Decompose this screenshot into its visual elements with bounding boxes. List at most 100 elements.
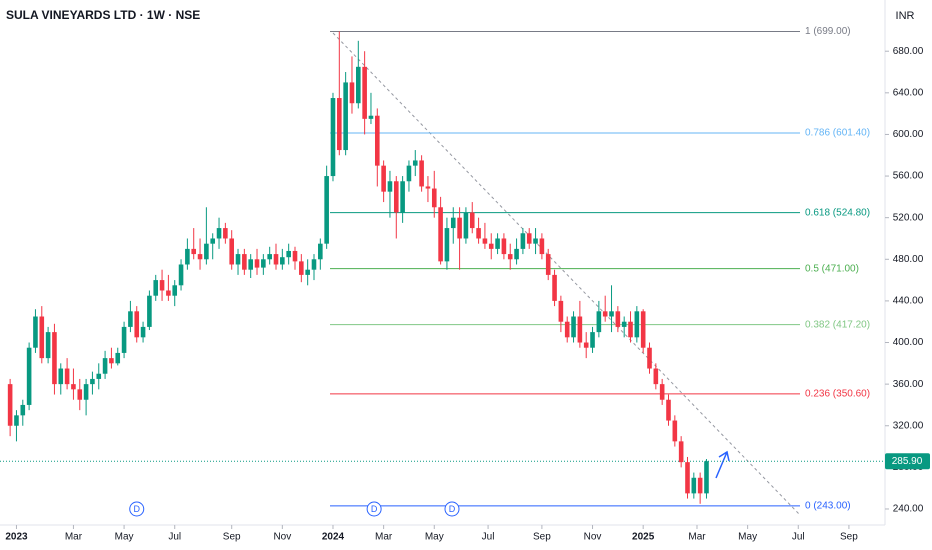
candle-body [533,238,538,244]
x-tick-label: 2025 [632,532,655,543]
candle-body [305,269,310,275]
candle-body [26,347,32,405]
candle-body [457,217,462,239]
dividend-marker [444,501,460,517]
candle-body [374,115,380,166]
candle-body [204,243,209,260]
candle-body [381,165,386,192]
candle-body [197,254,203,260]
candle-body [343,82,348,151]
x-tick-label: Sep [840,532,858,543]
candle-body [558,300,564,322]
candle-body [507,254,513,260]
last-price-label: 285.90 [892,456,923,467]
candle-body [691,477,697,494]
candle-body [223,228,228,239]
y-tick-label: 320.00 [893,420,924,431]
candle-body [431,188,437,208]
candle-body [52,332,57,385]
candle-body [185,248,190,265]
candle-body [20,404,26,416]
fib-label: 0.786 (601.40) [805,128,870,139]
candle-body [362,66,367,119]
candle-body [647,347,652,369]
x-tick-label: Jul [482,532,495,543]
candle-body [147,295,152,327]
candle-body [438,207,443,262]
candle-body [64,368,70,385]
candle-body [400,181,405,213]
candle-body [121,326,127,353]
y-tick-label: 360.00 [893,379,924,390]
candle-body [140,326,146,338]
candle-body [330,98,336,177]
fib-label: 1 (699.00) [805,26,851,37]
candle-body [634,311,640,338]
candle-body [419,160,424,187]
candle-body [583,342,589,348]
candle-body [115,352,121,364]
candle-body [324,176,329,244]
candle-body [280,257,285,265]
candle-body [564,321,570,338]
candle-body [628,321,633,338]
x-tick-label: May [115,532,134,543]
x-tick-label: May [738,532,757,543]
dividend-label: D [449,504,456,514]
x-tick-label: Sep [223,532,241,543]
candle-body [191,248,197,255]
candle-body [571,316,576,338]
fib-label: 0 (243.00) [805,500,851,511]
dividend-label: D [371,504,378,514]
candle-body [704,461,709,494]
candle-body [128,311,133,327]
candle-body [292,250,298,262]
candle-body [412,160,418,166]
candle-body [463,212,469,239]
x-tick-label: Jul [168,532,181,543]
dividend-marker [129,501,145,517]
x-tick-label: 2023 [5,532,28,543]
candle-body [349,82,355,104]
candle-body [615,311,621,327]
candle-body [552,274,557,301]
candle-body [672,420,678,442]
candle-body [539,238,545,255]
candle-body [267,254,272,260]
y-tick-label: 400.00 [893,337,924,348]
candle-body [577,316,583,343]
fib-label: 0.618 (524.80) [805,207,870,218]
candle-body [526,233,532,244]
candle-body [425,186,431,189]
candle-body [134,311,140,338]
candle-body [444,228,450,262]
candle-body [77,389,83,400]
candle-body [356,66,361,104]
candle-body [596,311,602,333]
candle-body [311,259,317,270]
x-tick-label: 2024 [322,532,345,543]
fib-label: 0.382 (417.20) [805,319,870,330]
candle-body [640,311,646,348]
trend-line [332,32,801,516]
candle-body [318,243,323,260]
candle-body [609,311,614,317]
candle-body [39,316,45,359]
dividend-marker [366,501,382,517]
candle-body [254,259,260,268]
candle-body [261,259,266,268]
candle-body [58,368,64,385]
candle-body [71,384,76,390]
candle-body [178,264,184,286]
candle-body [476,228,481,239]
candle-body [368,115,374,119]
candle-body [90,378,95,385]
y-tick-label: 520.00 [893,212,924,223]
candle-body [520,233,526,249]
candle-body [210,238,216,244]
candle-body [229,238,234,265]
dividend-label: D [133,504,140,514]
fib-label: 0.236 (350.60) [805,389,870,400]
